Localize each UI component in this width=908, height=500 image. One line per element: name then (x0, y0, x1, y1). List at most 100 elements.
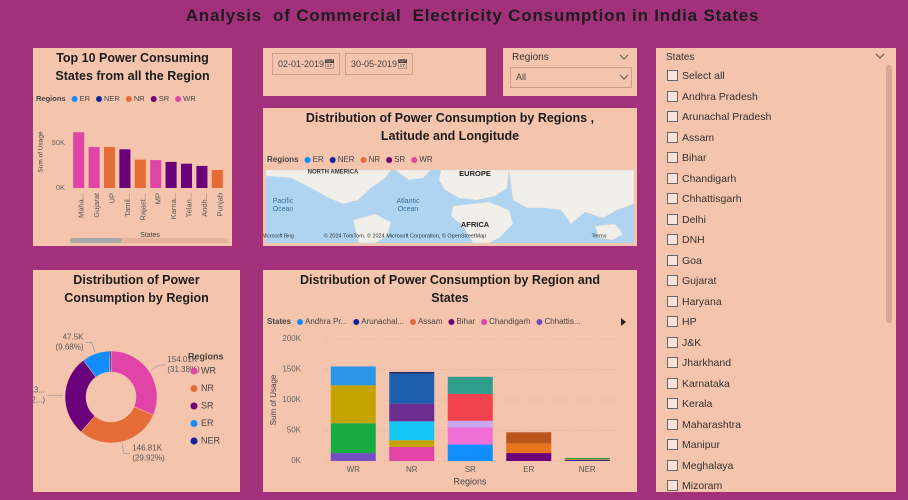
checkbox[interactable] (667, 152, 678, 163)
checkbox[interactable] (667, 234, 678, 245)
map-land (394, 169, 432, 181)
x-tick-label: WR (347, 465, 361, 474)
legend-swatch (96, 96, 103, 102)
state-item[interactable]: Jharkhand (682, 357, 732, 369)
state-item[interactable]: Bihar (682, 152, 707, 164)
state-item[interactable]: Andhra Pradesh (682, 90, 758, 103)
legend-swatch (360, 157, 367, 163)
bar-segment (506, 443, 552, 454)
state-item[interactable]: Arunachal Pradesh (682, 111, 772, 123)
x-tick-label: Punjab (215, 193, 224, 216)
state-item[interactable]: Goa (682, 254, 702, 267)
state-item[interactable]: Gujarat (682, 275, 717, 287)
legend-label: ER (313, 155, 324, 164)
chart-title: Top 10 Power Consuming States from all t… (55, 51, 210, 83)
leader-line (121, 443, 131, 454)
checkbox[interactable] (667, 193, 678, 204)
state-item[interactable]: DNH (682, 234, 705, 246)
checkbox[interactable] (667, 398, 678, 409)
state-item[interactable]: Assam (682, 131, 715, 144)
checkbox[interactable] (667, 418, 678, 430)
state-item[interactable]: Kerala (682, 398, 713, 410)
donut-panel: 154.01K(31.38%) 146.81K(29.92%) 13...(2...… (33, 270, 240, 492)
y-axis-title: Sum of Usage (38, 131, 45, 173)
map-chart: Regions ER NER NR SR WR NORTH AMERICA EUROPE Pac… (263, 155, 635, 244)
legend-label: ER (80, 94, 91, 103)
date-end[interactable]: 30-05-2019 📅︎ (345, 53, 413, 75)
checkbox[interactable] (667, 90, 678, 102)
legend-label: NR (369, 155, 381, 164)
slicer-label: States (666, 52, 695, 63)
state-item[interactable]: Chandigarh (682, 172, 737, 185)
map-label: Ocean (273, 206, 294, 213)
checkbox[interactable] (667, 357, 678, 368)
legend-label: NER (201, 435, 221, 445)
date-text: 30-05-2019 (351, 59, 398, 69)
leader-line (150, 364, 166, 371)
bar (73, 132, 85, 188)
checkbox[interactable] (667, 131, 678, 143)
bar (211, 170, 223, 188)
legend-swatch (386, 157, 393, 163)
checkbox[interactable] (667, 459, 678, 471)
checkbox[interactable] (667, 70, 678, 81)
leader-line (85, 342, 96, 352)
x-tick-label: SR (465, 465, 476, 474)
state-item[interactable]: Karnataka (682, 377, 730, 390)
map-land (438, 169, 510, 201)
state-item[interactable]: Manipur (682, 439, 720, 451)
state-item[interactable]: Haryana (682, 295, 722, 308)
checkbox[interactable] (667, 111, 678, 122)
legend-swatch (304, 157, 311, 163)
legend-next[interactable] (621, 318, 626, 326)
donut-chart: 154.01K(31.38%) 146.81K(29.92%) 13...(2...… (33, 332, 224, 462)
chart-title: Distribution of Power Consumption by Reg… (305, 111, 595, 143)
checkbox[interactable] (667, 275, 678, 286)
legend-label: SR (394, 155, 405, 164)
date-start[interactable]: 02-01-2019 📅︎ (272, 53, 340, 75)
state-item[interactable]: Meghalaya (682, 459, 734, 472)
map-label: Microsoft Bing (263, 233, 294, 239)
checkbox[interactable] (667, 316, 678, 327)
state-item[interactable]: J&K (682, 336, 702, 349)
legend-label: NR (201, 383, 214, 393)
scroll-thumb[interactable] (70, 238, 122, 243)
legend-swatch (190, 402, 198, 410)
x-tick-label: Maha... (77, 193, 86, 218)
legend-label: Chandigarh (489, 317, 530, 326)
bar-segment (447, 393, 493, 421)
state-item[interactable]: Select all (682, 70, 725, 82)
x-tick-label: Tamil... (123, 193, 132, 217)
bar-segment (564, 459, 610, 461)
bar-segment (389, 440, 435, 447)
checkbox[interactable] (667, 172, 678, 184)
checkbox[interactable] (667, 254, 678, 266)
state-item[interactable]: Maharashtra (682, 418, 741, 431)
legend-label: WR (419, 155, 433, 164)
state-item[interactable]: Chhattisgarh (682, 193, 742, 205)
dropdown-value: All (516, 72, 527, 82)
checkbox[interactable] (667, 480, 678, 491)
y-tick-label: 0K (291, 456, 301, 465)
checkbox[interactable] (667, 336, 678, 348)
dropdown[interactable]: All (510, 67, 632, 88)
checkbox[interactable] (667, 377, 678, 389)
state-item[interactable]: Delhi (682, 213, 706, 226)
checkbox[interactable] (667, 295, 678, 307)
checkbox[interactable] (667, 213, 678, 225)
legend-swatch (190, 437, 198, 445)
state-item[interactable]: Mizoram (682, 480, 723, 492)
bar-segment (330, 366, 376, 386)
bar-segment (506, 453, 552, 461)
checkbox[interactable] (667, 439, 678, 450)
bar (165, 161, 177, 188)
data-label-percent: (31.38%) (167, 365, 200, 374)
legend-label: NER (104, 94, 120, 103)
x-tick-label: Andh... (200, 193, 209, 217)
y-tick-label: 0K (56, 183, 65, 192)
state-item[interactable]: HP (682, 316, 697, 328)
data-label: 146.81K (132, 444, 162, 453)
bar-segment (389, 403, 435, 422)
legend-swatch (353, 319, 360, 325)
